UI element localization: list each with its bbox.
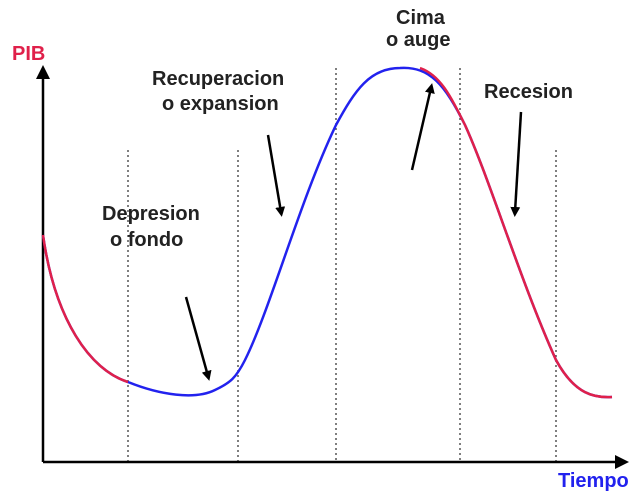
label: o expansion bbox=[162, 93, 279, 115]
label: Cima bbox=[396, 7, 446, 29]
arrows bbox=[184, 83, 523, 381]
label: o auge bbox=[386, 29, 450, 51]
label: Recuperacion bbox=[152, 68, 284, 90]
label: Recesion bbox=[484, 81, 573, 103]
label: o fondo bbox=[110, 229, 183, 251]
red-segment bbox=[41, 234, 129, 384]
dotted-lines bbox=[127, 68, 557, 462]
y-axis-label: PIB bbox=[12, 43, 45, 65]
x-axis-label: Tiempo bbox=[558, 470, 629, 492]
label: Depresion bbox=[102, 203, 200, 225]
red-segment bbox=[419, 66, 613, 399]
